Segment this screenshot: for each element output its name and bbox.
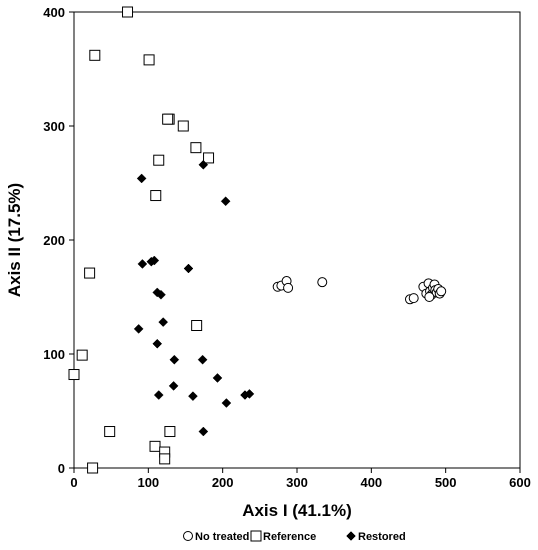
restored-point — [220, 196, 231, 207]
reference-point — [203, 152, 215, 164]
x-tick-label: 0 — [70, 475, 77, 490]
restored-point — [212, 373, 223, 383]
x-tick-label: 100 — [137, 475, 159, 490]
axis-ticks: 0 100 200 300 400 500 600 0 100 200 300 400 — [43, 5, 531, 490]
legend: No treated Reference Restored — [183, 530, 406, 543]
restored-point — [198, 159, 209, 170]
restored-point — [188, 391, 198, 402]
no-treated-point — [283, 282, 294, 293]
restored-point — [169, 354, 180, 365]
x-tick-label: 500 — [435, 475, 457, 490]
no-treated-point — [424, 292, 435, 302]
legend-restored-label: Restored — [358, 531, 406, 543]
restored-point — [244, 389, 255, 399]
restored-point — [168, 381, 179, 391]
y-tick-label: 200 — [43, 233, 65, 248]
reference-point — [153, 154, 165, 166]
legend-reference-marker — [250, 530, 262, 542]
reference-point — [143, 54, 155, 66]
reference-point — [89, 49, 101, 61]
x-tick-label: 600 — [509, 475, 531, 490]
x-tick-label: 200 — [212, 475, 234, 490]
data-points — [68, 6, 447, 474]
reference-point — [162, 113, 174, 125]
y-tick-label: 300 — [43, 119, 65, 134]
restored-point — [153, 390, 164, 400]
restored-point — [152, 338, 163, 349]
no-treated-point — [317, 277, 328, 288]
reference-point — [87, 462, 99, 474]
no-treated-point — [408, 293, 419, 304]
reference-point — [149, 440, 161, 452]
restored-point — [197, 354, 208, 365]
reference-point — [122, 6, 134, 18]
reference-point — [177, 120, 189, 132]
restored-point — [156, 289, 166, 300]
reference-point — [164, 426, 176, 438]
y-tick-label: 400 — [43, 5, 65, 20]
plot-area — [73, 11, 521, 469]
restored-point — [133, 324, 144, 334]
reference-point — [190, 142, 202, 154]
reference-point — [191, 320, 203, 331]
reference-point — [68, 369, 80, 381]
reference-point — [104, 426, 116, 438]
x-tick-label: 300 — [286, 475, 308, 490]
reference-point — [159, 453, 171, 465]
y-tick-label: 100 — [43, 347, 65, 362]
legend-no-treated-marker — [183, 531, 193, 541]
legend-restored-marker — [346, 531, 356, 541]
legend-no-treated-label: No treated — [195, 531, 249, 543]
no-treated-point — [436, 286, 447, 297]
restored-point — [149, 255, 160, 266]
restored-point — [183, 263, 194, 274]
restored-point — [137, 259, 148, 269]
reference-point — [76, 349, 88, 361]
restored-point — [158, 317, 169, 327]
reference-point — [84, 267, 96, 279]
y-tick-label: 0 — [58, 461, 65, 476]
x-axis-title: Axis I (41.1%) — [242, 501, 352, 520]
restored-point — [198, 426, 209, 437]
restored-point — [136, 173, 147, 184]
restored-point — [221, 398, 232, 408]
x-tick-label: 400 — [360, 475, 382, 490]
y-axis-title: Axis II (17.5%) — [5, 183, 24, 297]
legend-reference-label: Reference — [263, 531, 316, 543]
reference-point — [150, 190, 162, 202]
